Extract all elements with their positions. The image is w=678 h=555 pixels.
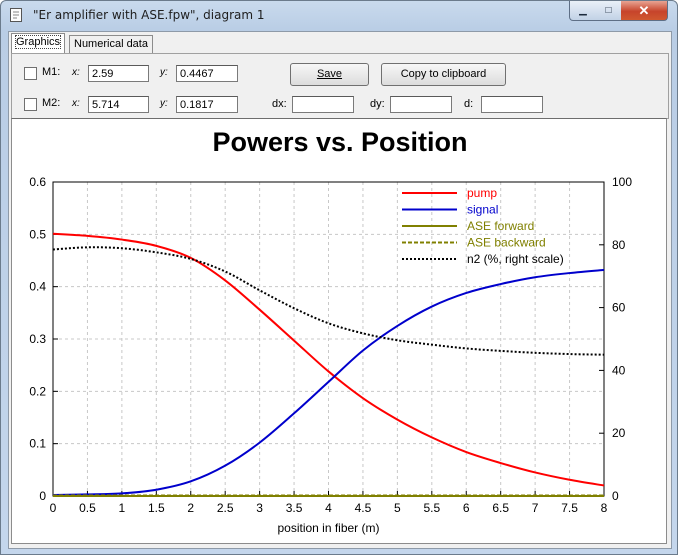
plot-area[interactable]: Powers vs. Position 0 0.5 1 1.5 2 2.5 3 3.5 4 4.5 5… [11, 118, 667, 544]
legend-entry: n2 (%, right scale) [467, 252, 564, 266]
x-tick-label: 5 [394, 501, 401, 515]
x-tick-label: 4 [325, 501, 332, 515]
dx-field[interactable] [292, 96, 354, 113]
y2-tick-label: 100 [612, 175, 632, 189]
m1-x-field[interactable]: 2.59 [88, 65, 149, 82]
tab-strip: Graphics Numerical data [9, 32, 671, 54]
legend-entry: signal [467, 203, 498, 217]
tab-graphics[interactable]: Graphics [11, 33, 66, 53]
x-tick-label: 5.5 [423, 501, 440, 515]
client-area: Graphics Numerical data M1: x: 2.59 y: 0… [8, 31, 672, 549]
close-button[interactable]: ✕ [621, 1, 668, 21]
m2-x-field[interactable]: 5.714 [88, 96, 149, 113]
minimize-icon: ▁ [579, 5, 587, 16]
maximize-icon: □ [605, 5, 612, 16]
dx-label: dx: [272, 98, 287, 110]
x-tick-label: 6 [463, 501, 470, 515]
x-tick-label: 7 [532, 501, 539, 515]
legend-entry: pump [467, 186, 497, 200]
y-tick-label: 0 [39, 489, 46, 503]
x-tick-label: 1 [119, 501, 126, 515]
x-tick-label: 4.5 [355, 501, 372, 515]
y-tick-label: 0.5 [29, 227, 46, 241]
m1-y-label: y: [160, 67, 168, 78]
close-icon: ✕ [638, 2, 650, 18]
save-button-label: Save [316, 68, 343, 80]
document-icon [10, 8, 22, 22]
m2-label: M2: [42, 97, 61, 109]
y-tick-label: 0.4 [29, 280, 46, 294]
series-line-n2 [52, 246, 605, 356]
m1-y-field[interactable]: 0.4467 [176, 65, 238, 82]
marker-panel: M1: x: 2.59 y: 0.4467 M2: x: 5.714 y: 0.… [11, 53, 669, 119]
maximize-button[interactable]: □ [596, 1, 622, 21]
m2-checkbox[interactable] [24, 98, 37, 111]
tab-numerical-data-label: Numerical data [74, 38, 148, 50]
d-field[interactable] [481, 96, 543, 113]
save-button[interactable]: Save [290, 63, 369, 86]
chart-svg: Powers vs. Position 0 0.5 1 1.5 2 2.5 3 3.5 4 4.5 5… [29, 127, 632, 535]
m2-y-field[interactable]: 0.1817 [176, 96, 238, 113]
y-tick-label: 0.2 [29, 384, 46, 398]
minimize-button[interactable]: ▁ [569, 1, 597, 21]
series-line-pump [52, 232, 605, 487]
x-tick-label: 7.5 [561, 501, 578, 515]
m2-x-label: x: [72, 98, 80, 109]
m2-y-label: y: [160, 98, 168, 109]
x-tick-label: 8 [601, 501, 608, 515]
dy-label: dy: [370, 98, 385, 110]
y-tick-label: 0.3 [29, 332, 46, 346]
x-tick-label: 3.5 [286, 501, 303, 515]
m1-checkbox[interactable] [24, 67, 37, 80]
tab-graphics-label: Graphics [14, 35, 62, 49]
y2-tick-label: 60 [612, 301, 626, 315]
x-tick-label: 3 [256, 501, 263, 515]
x-tick-label: 0 [50, 501, 57, 515]
legend-entry: ASE backward [467, 236, 546, 250]
chart-title: Powers vs. Position [212, 127, 467, 157]
x-axis-label: position in fiber (m) [277, 521, 379, 535]
copy-to-clipboard-button[interactable]: Copy to clipboard [381, 63, 506, 86]
y-tick-label: 0.1 [29, 437, 46, 451]
y-tick-label: 0.6 [29, 175, 46, 189]
x-tick-label: 2 [187, 501, 194, 515]
y2-tick-label: 0 [612, 489, 619, 503]
m1-label: M1: [42, 66, 61, 78]
title-bar[interactable]: "Er amplifier with ASE.fpw", diagram 1 ▁… [1, 1, 677, 31]
x-tick-label: 1.5 [148, 501, 165, 515]
d-label: d: [464, 98, 474, 110]
copy-button-label: Copy to clipboard [400, 68, 487, 80]
legend-entry: ASE forward [467, 219, 534, 233]
x-tick-label: 6.5 [492, 501, 509, 515]
window-title: "Er amplifier with ASE.fpw", diagram 1 [33, 8, 265, 22]
x-tick-label: 2.5 [217, 501, 234, 515]
y2-tick-label: 80 [612, 238, 626, 252]
y2-tick-label: 20 [612, 426, 626, 440]
dy-field[interactable] [390, 96, 452, 113]
series-line-signal [52, 268, 605, 496]
tab-numerical-data[interactable]: Numerical data [69, 35, 153, 53]
y2-tick-label: 40 [612, 363, 626, 377]
m1-x-label: x: [72, 67, 80, 78]
x-tick-label: 0.5 [79, 501, 96, 515]
